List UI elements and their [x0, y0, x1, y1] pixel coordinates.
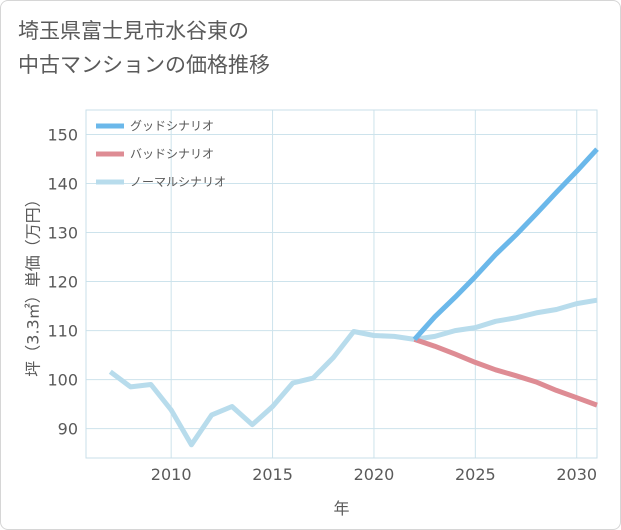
y-tick-label: 150: [47, 126, 78, 145]
y-axis-title: 坪（3.3㎡）単価（万円）: [24, 191, 43, 376]
grid: [86, 110, 597, 458]
series-line-1: [413, 337, 598, 408]
y-tick-label: 120: [47, 273, 78, 292]
x-tick-label: 2020: [354, 465, 395, 484]
x-tick-label: 2010: [151, 465, 192, 484]
y-tick-label: 110: [47, 322, 78, 341]
series-lines: [108, 147, 599, 448]
legend-label: バッドシナリオ: [130, 147, 214, 161]
series-line-0: [412, 147, 599, 342]
y-tick-label: 100: [47, 371, 78, 390]
series-line-2: [108, 297, 598, 448]
y-tick-label: 130: [47, 224, 78, 243]
chart-title: 埼玉県富士見市水谷東の 中古マンションの価格推移: [18, 19, 270, 77]
x-tick-label: 2025: [455, 465, 496, 484]
x-axis-title: 年: [333, 499, 349, 518]
x-tick-labels: 2010 2015 2020 2025 2030: [151, 465, 597, 484]
y-tick-label: 140: [47, 175, 78, 194]
y-tick-label: 90: [58, 420, 78, 439]
y-tick-labels: 90 100 110 120 130 140 150: [47, 126, 78, 439]
x-tick-label: 2015: [252, 465, 293, 484]
plot-border: [85, 109, 598, 459]
legend-label: グッドシナリオ: [130, 119, 214, 133]
x-tick-label: 2030: [556, 465, 597, 484]
legend-label: ノーマルシナリオ: [130, 175, 226, 189]
